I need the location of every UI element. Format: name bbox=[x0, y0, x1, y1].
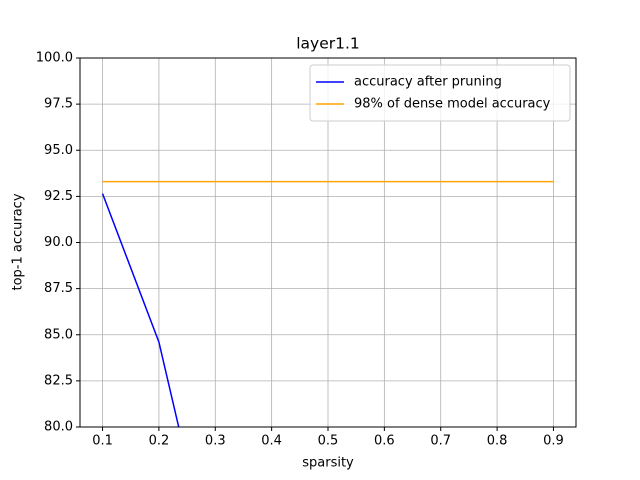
axes-frame bbox=[79, 57, 577, 428]
chart-title: layer1.1 bbox=[296, 35, 360, 53]
x-tick-label: 0.9 bbox=[543, 434, 564, 449]
y-axis-label: top-1 accuracy bbox=[11, 193, 26, 290]
y-tick-label: 92.5 bbox=[44, 189, 73, 204]
legend: accuracy after pruning 98% of dense model… bbox=[309, 64, 571, 122]
y-tick-label: 90.0 bbox=[44, 235, 73, 250]
y-tick-label: 95.0 bbox=[44, 143, 73, 158]
legend-label: accuracy after pruning bbox=[354, 75, 502, 90]
x-tick-label: 0.6 bbox=[374, 434, 395, 449]
x-tick-label: 0.2 bbox=[149, 434, 170, 449]
x-tick-label: 0.3 bbox=[205, 434, 226, 449]
y-tick-label: 87.5 bbox=[44, 281, 73, 296]
legend-box bbox=[309, 64, 571, 122]
y-tick-label: 82.5 bbox=[44, 373, 73, 388]
data-line bbox=[101, 193, 180, 427]
legend-label: 98% of dense model accuracy bbox=[354, 97, 551, 112]
plot-area bbox=[101, 180, 554, 427]
x-tick-label: 0.7 bbox=[430, 434, 451, 449]
x-tick-label: 0.5 bbox=[318, 434, 339, 449]
x-axis-label: sparsity bbox=[302, 456, 354, 471]
y-tick-label: 100.0 bbox=[36, 51, 73, 66]
x-tick-label: 0.8 bbox=[487, 434, 508, 449]
x-tick-label: 0.4 bbox=[261, 434, 282, 449]
x-tick-label: 0.1 bbox=[92, 434, 113, 449]
y-tick-label: 85.0 bbox=[44, 327, 73, 342]
y-tick-label: 80.0 bbox=[44, 420, 73, 435]
y-tick-label: 97.5 bbox=[44, 97, 73, 112]
